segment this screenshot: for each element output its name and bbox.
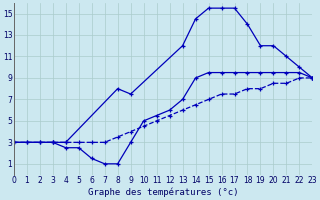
X-axis label: Graphe des températures (°c): Graphe des températures (°c)	[88, 188, 238, 197]
